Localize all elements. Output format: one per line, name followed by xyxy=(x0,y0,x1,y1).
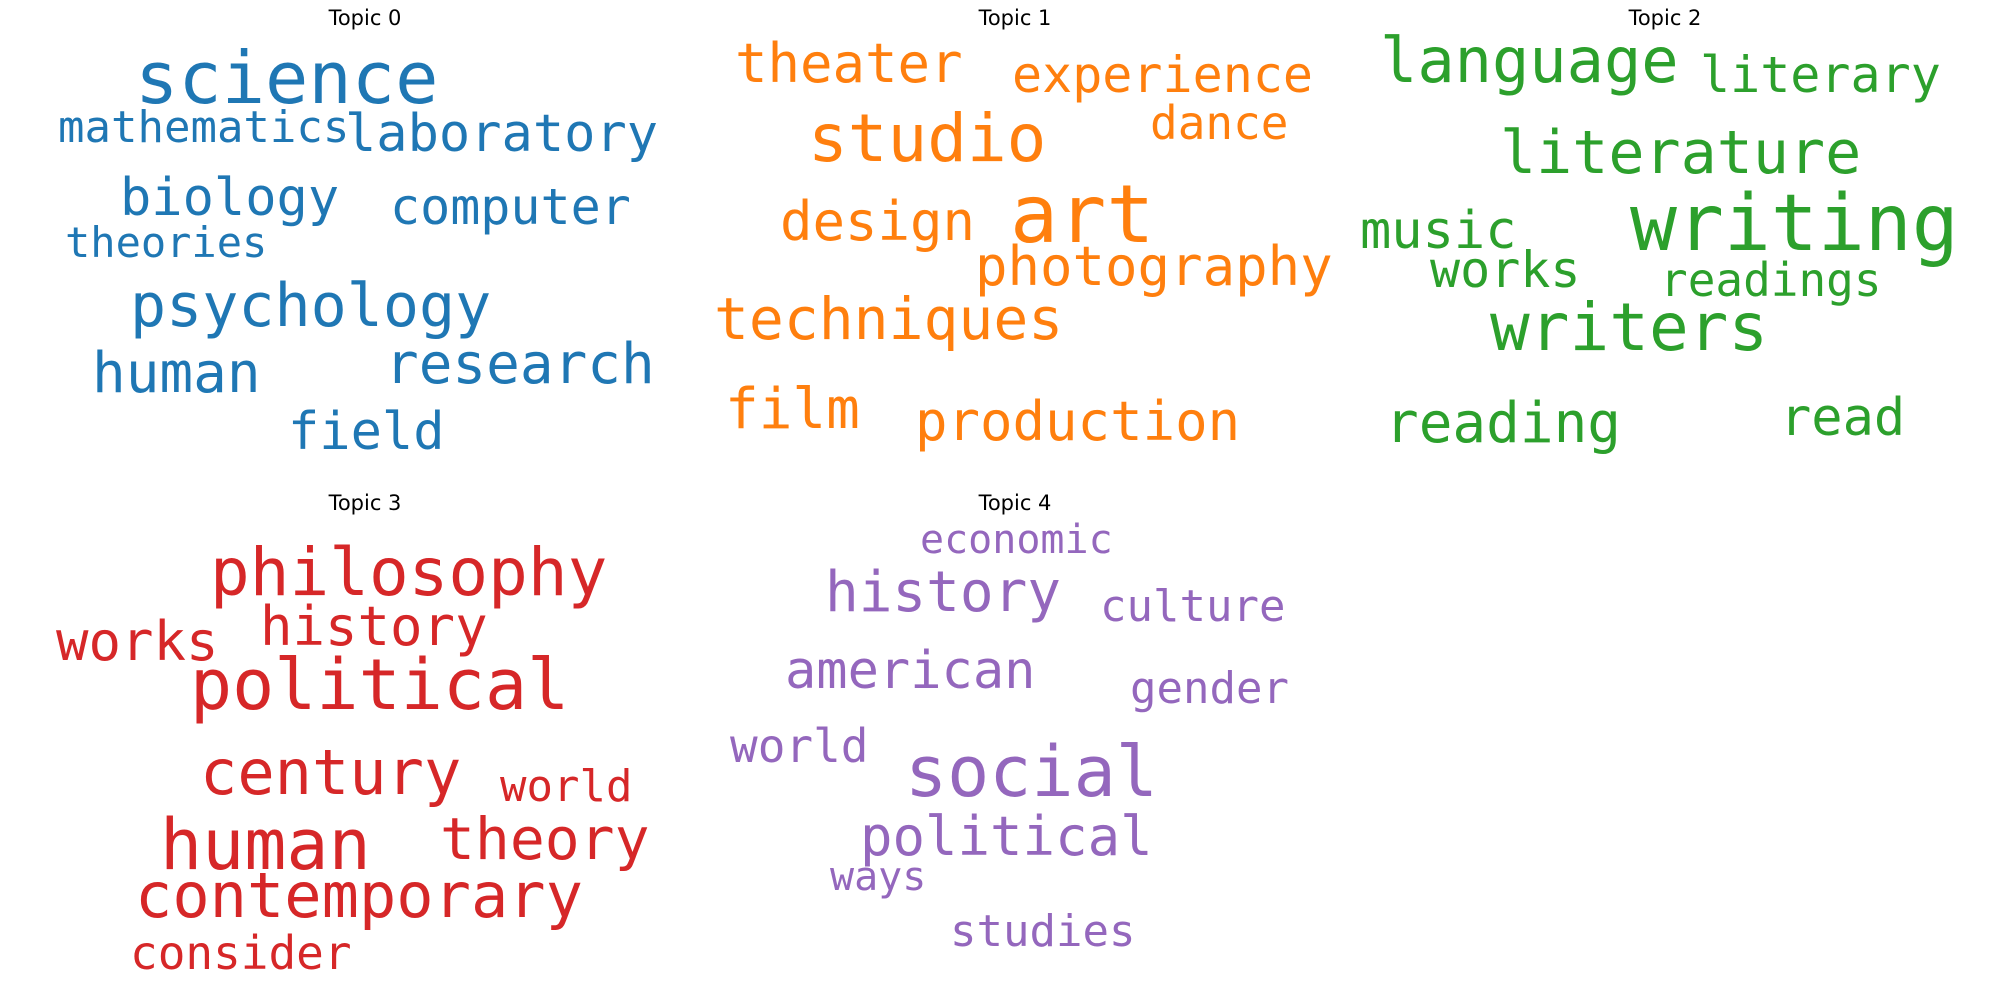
cloud-word: reading xyxy=(1385,391,1622,456)
cloud-word: art xyxy=(1010,168,1155,261)
cloud-word: photography xyxy=(975,235,1333,298)
word-cloud: economic history culture american gender worl… xyxy=(690,485,1340,955)
cloud-word: studio xyxy=(808,100,1047,177)
cloud-word: readings xyxy=(1660,253,1882,307)
cloud-word: theory xyxy=(440,805,650,873)
cloud-word: dance xyxy=(1150,96,1289,150)
cloud-word: production xyxy=(915,390,1241,453)
cloud-word: field xyxy=(288,402,445,462)
cloud-word: computer xyxy=(390,178,631,236)
cloud-word: studies xyxy=(950,906,1136,957)
cloud-word: world xyxy=(730,719,869,773)
cloud-word: experience xyxy=(1012,46,1314,104)
topic-panel: Topic 3 philosophy history works political ce… xyxy=(40,485,690,977)
cloud-word: ways xyxy=(830,854,927,900)
topic-panel: Topic 2 language literary literature music wr… xyxy=(1340,0,1990,470)
word-cloud: philosophy history works political century wo… xyxy=(40,485,690,977)
cloud-word: research xyxy=(385,332,655,397)
topic-title: Topic 3 xyxy=(328,491,402,515)
cloud-word: literary xyxy=(1700,46,1941,104)
word-cloud: language literary literature music writing wo… xyxy=(1340,0,1990,470)
cloud-word: american xyxy=(785,641,1036,701)
word-cloud: theater experience studio dance design art pho… xyxy=(690,0,1340,470)
cloud-word: political xyxy=(190,644,570,726)
cloud-word: social xyxy=(905,731,1158,813)
cloud-word: music xyxy=(1360,201,1517,261)
cloud-word: literature xyxy=(1500,118,1862,188)
cloud-word: writing xyxy=(1630,179,1959,269)
cloud-word: read xyxy=(1780,388,1906,448)
topic-title: Topic 1 xyxy=(978,6,1052,30)
cloud-word: writers xyxy=(1490,289,1769,366)
cloud-word: laboratory xyxy=(345,104,659,164)
cloud-word: gender xyxy=(1130,663,1289,714)
cloud-word: works xyxy=(56,610,219,673)
cloud-word: economic xyxy=(920,517,1113,563)
cloud-word: philosophy xyxy=(210,534,608,611)
cloud-word: theater xyxy=(735,32,963,95)
cloud-word: science xyxy=(135,36,439,120)
topic-panel: Topic 1 theater experience studio dance desig… xyxy=(690,0,1340,470)
cloud-word: biology xyxy=(120,168,340,228)
cloud-word: political xyxy=(860,805,1153,868)
topic-panel: Topic 0 science mathematics laboratory biolo… xyxy=(40,0,690,470)
word-cloud: science mathematics laboratory biology compu… xyxy=(40,0,690,470)
cloud-word: works xyxy=(1430,241,1581,299)
cloud-word: psychology xyxy=(130,271,492,341)
cloud-word: century xyxy=(200,736,462,809)
cloud-word: design xyxy=(780,190,976,253)
cloud-word: techniques xyxy=(714,285,1064,353)
cloud-word: world xyxy=(500,761,633,812)
cloud-word: consider xyxy=(130,926,352,980)
topic-title: Topic 0 xyxy=(328,6,402,30)
cloud-word: human xyxy=(92,341,261,406)
cloud-word: history xyxy=(825,560,1062,625)
topic-panel: Topic 4 economic history culture american gen… xyxy=(690,485,1340,955)
topic-title: Topic 2 xyxy=(1628,6,1702,30)
cloud-word: film xyxy=(725,377,860,442)
cloud-word: language xyxy=(1380,24,1679,97)
cloud-word: history xyxy=(260,595,488,658)
cloud-word: contemporary xyxy=(135,859,583,932)
cloud-word: human xyxy=(160,804,371,886)
cloud-word: mathematics xyxy=(58,102,350,153)
cloud-word: theories xyxy=(65,218,268,267)
topic-title: Topic 4 xyxy=(978,491,1052,515)
cloud-word: culture xyxy=(1100,581,1286,632)
